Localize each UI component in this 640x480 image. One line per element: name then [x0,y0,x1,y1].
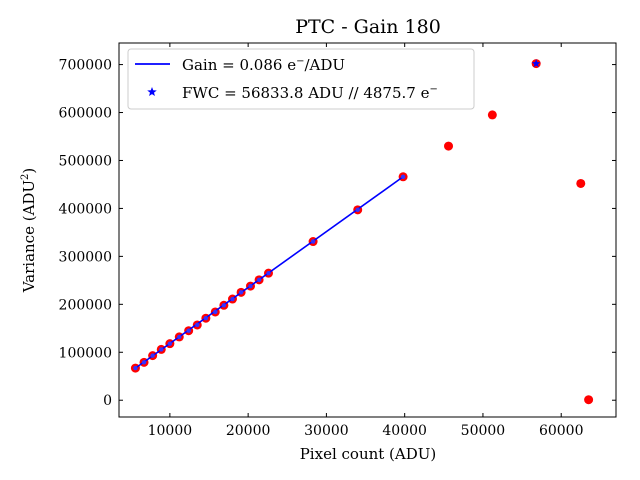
plot-frame [118,42,617,418]
fit-range-point [150,353,155,358]
fit-range-point [133,365,138,371]
fit-range-point [238,290,244,295]
fit-range-point [400,174,406,179]
plot-area [130,59,594,405]
fit-range-point [221,303,227,308]
legend-box [127,48,475,110]
y-tick-label: 600000 [59,106,112,122]
y-tick-label: 0 [103,393,112,409]
x-tick-label: 60000 [539,423,584,439]
chart-title: PTC - Gain 180 [295,16,441,38]
y-axis-label-superscript: 2 [20,174,31,180]
measured-point [487,110,497,120]
fit-range-point [141,360,147,365]
x-tick-label: 40000 [382,423,427,439]
legend-fwc-label: FWC = 56833.8 ADU // 4875.7 e− [182,84,438,102]
x-tick-label: 50000 [461,423,506,439]
x-tick-label: 30000 [304,423,349,439]
y-tick-label: 200000 [59,297,112,313]
legend-fwc-label-superscript: − [429,84,437,95]
legend-fwc-star-icon [147,87,157,97]
x-tick-label: 20000 [226,423,271,439]
fit-range-point [355,207,360,213]
x-axis-ticks: 10000 20000 30000 40000 50000 60000 [148,43,584,439]
y-axis-label-end: ) [20,168,38,174]
fit-range-point [159,347,164,352]
fit-range-point [248,283,253,289]
measured-point [444,141,454,151]
y-tick-label: 300000 [59,249,112,265]
fit-range-point [167,341,173,346]
measured-point [576,178,586,188]
fit-range-point [186,328,191,333]
x-tick-label: 10000 [148,423,193,439]
fit-range-point [213,309,218,315]
fit-range-point [177,334,182,340]
y-tick-label: 700000 [59,58,112,74]
fit-range-point [195,322,200,328]
fit-range-point [256,277,262,283]
y-axis-label-main: Variance (ADU [20,180,38,293]
fit-range-point [203,316,209,321]
x-axis-label: Pixel count (ADU) [300,445,437,463]
legend-fit-label-main: Gain = 0.086 e [182,56,296,74]
y-tick-label: 400000 [59,201,112,217]
legend: Gain = 0.086 e−/ADU FWC = 56833.8 ADU //… [127,48,475,110]
legend-fit-label-superscript: − [296,56,304,67]
legend-fwc-label-main: FWC = 56833.8 ADU // 4875.7 e [182,84,430,102]
fwc-star-marker [531,59,541,68]
fit-range-point [266,270,271,276]
fit-range-point [310,239,316,244]
fit-range-point [230,296,235,302]
legend-fit-label: Gain = 0.086 e−/ADU [182,56,345,74]
legend-fit-label-end: /ADU [304,56,345,74]
y-tick-label: 100000 [59,345,112,361]
y-axis-ticks: 0 100000 200000 300000 400000 500000 600000 700… [59,58,616,409]
y-tick-label: 500000 [59,153,112,169]
measured-point [584,395,594,405]
y-axis-label: Variance (ADU2) [20,168,38,294]
